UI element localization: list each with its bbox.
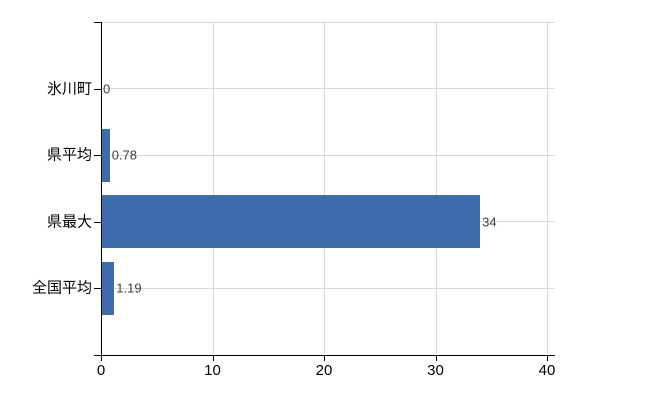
gridline-horizontal xyxy=(101,287,555,289)
x-axis-tick xyxy=(212,355,214,361)
bar xyxy=(101,195,481,249)
x-tick-label: 40 xyxy=(538,362,556,379)
y-axis-tick xyxy=(94,288,101,290)
bar-value-label: 0 xyxy=(103,81,111,97)
x-tick-label: 20 xyxy=(315,362,333,379)
category-label: 全国平均 xyxy=(31,279,92,297)
bar-value-label: 1.19 xyxy=(116,280,142,296)
x-axis-tick xyxy=(435,355,437,361)
y-axis-tick xyxy=(94,221,101,223)
gridline-horizontal xyxy=(101,22,555,23)
category-label: 県平均 xyxy=(46,146,92,164)
x-tick-label: 30 xyxy=(427,362,444,379)
x-tick-label: 10 xyxy=(204,362,221,379)
category-label: 氷川町 xyxy=(46,80,92,98)
gridline-vertical xyxy=(324,22,325,355)
bar-value-label: 0.78 xyxy=(111,147,137,163)
y-axis-tick xyxy=(94,88,101,90)
y-axis-line xyxy=(101,22,102,356)
y-axis-tick xyxy=(94,155,101,157)
gridline-vertical xyxy=(435,22,437,355)
gridline-vertical xyxy=(547,22,548,355)
gridline-vertical xyxy=(212,22,214,355)
bar xyxy=(101,128,110,182)
bar-value-label: 34 xyxy=(482,214,497,230)
gridline-horizontal xyxy=(101,154,555,156)
x-axis-tick xyxy=(101,355,102,361)
x-axis-tick xyxy=(547,355,548,361)
x-tick-label: 0 xyxy=(96,362,106,379)
y-axis-tick xyxy=(94,22,101,23)
category-label: 県最大 xyxy=(46,213,92,231)
bar xyxy=(101,261,115,315)
gridline-horizontal xyxy=(101,88,555,90)
x-axis-tick xyxy=(324,355,325,361)
